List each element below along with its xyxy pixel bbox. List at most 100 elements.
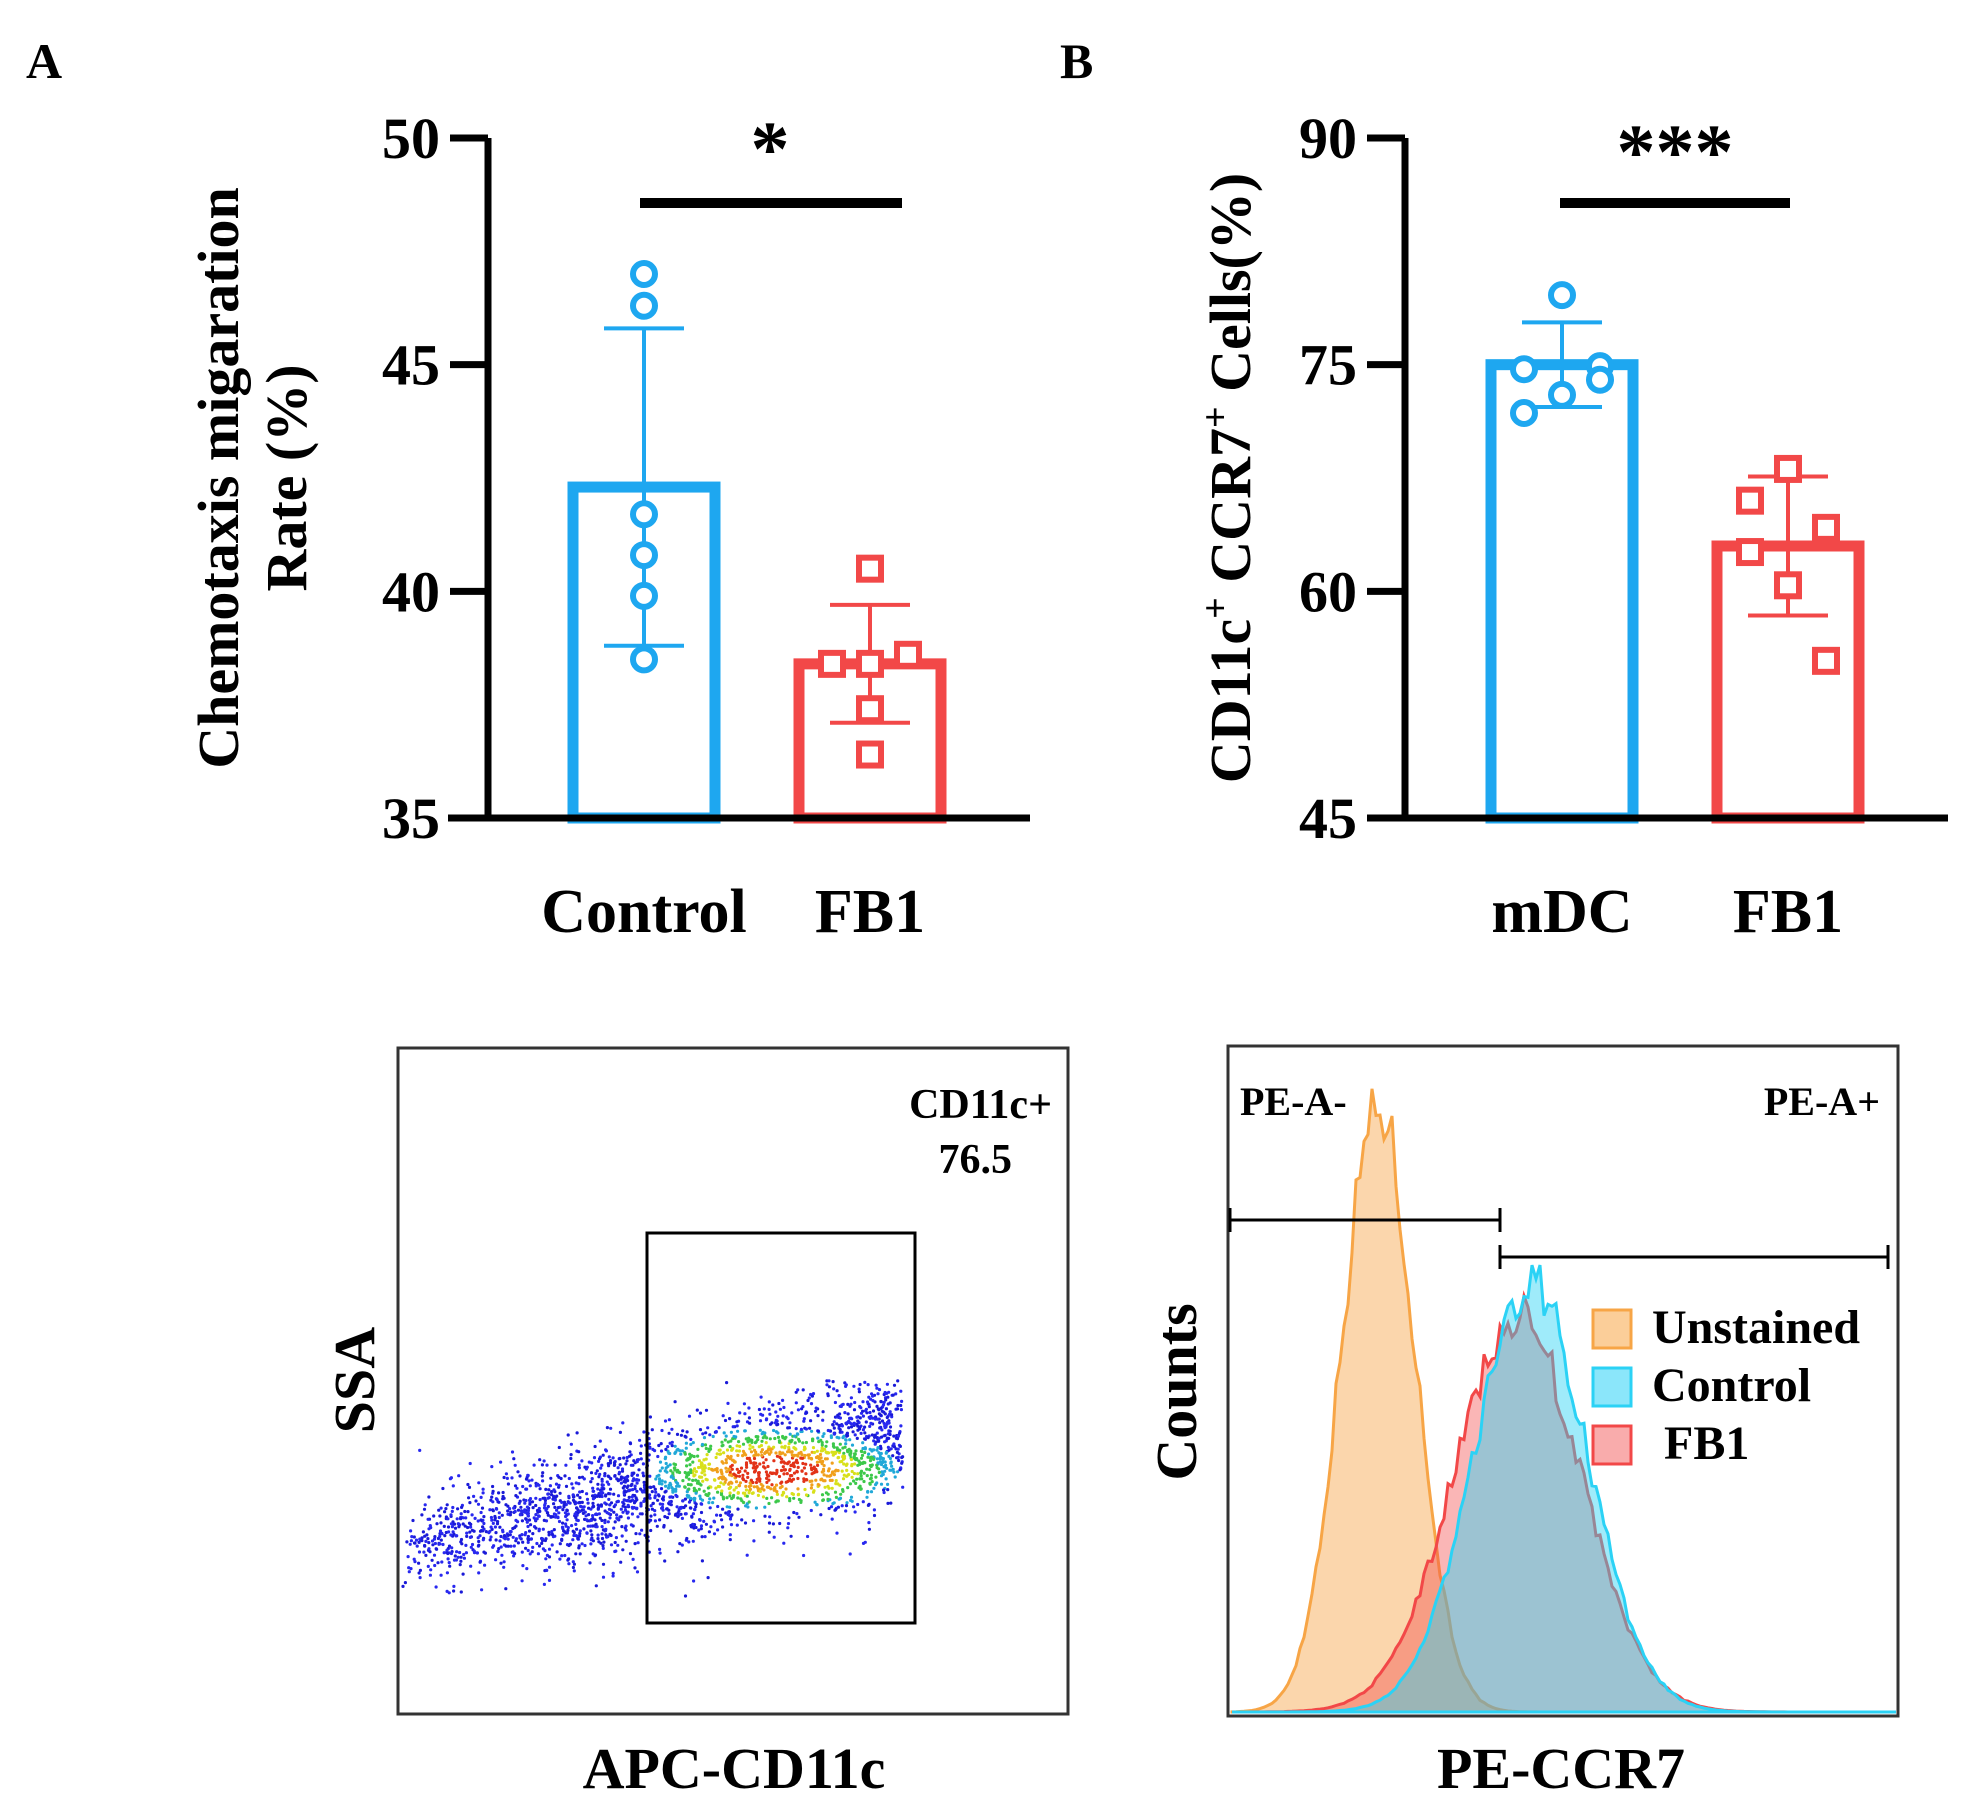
scatter-point <box>634 1532 638 1536</box>
scatter-point <box>766 1474 770 1478</box>
scatter-point <box>772 1459 776 1463</box>
scatter-point <box>702 1519 706 1523</box>
scatter-point <box>432 1514 436 1518</box>
scatter-point <box>663 1419 668 1423</box>
scatter-point <box>850 1443 855 1447</box>
scatter-point <box>797 1437 801 1441</box>
scatter-point <box>727 1468 731 1472</box>
scatter-point <box>526 1540 530 1544</box>
scatter-point <box>698 1411 703 1415</box>
scatter-point <box>624 1528 628 1532</box>
scatter-point <box>863 1437 868 1441</box>
scatter-point <box>767 1447 772 1451</box>
scatter-point <box>859 1474 863 1478</box>
scatter-point <box>732 1488 736 1492</box>
scatter-point <box>816 1463 820 1467</box>
scatter-point <box>760 1439 764 1443</box>
data-point <box>630 500 658 529</box>
scatter-point <box>469 1545 473 1549</box>
scatter-point <box>868 1416 872 1420</box>
scatter-point <box>892 1383 897 1387</box>
scatter-point <box>625 1476 629 1480</box>
scatter-point <box>639 1444 643 1448</box>
scatter-point <box>729 1523 734 1527</box>
scatter-point <box>558 1505 562 1509</box>
scatter-point <box>689 1523 693 1528</box>
scatter-point <box>554 1482 559 1486</box>
data-point <box>1736 486 1764 515</box>
scatter-point <box>561 1526 565 1531</box>
scatter-point <box>808 1479 812 1483</box>
scatter-point <box>758 1479 762 1483</box>
scatter-point <box>560 1500 564 1504</box>
scatter-point <box>825 1383 829 1387</box>
scatter-point <box>584 1514 588 1518</box>
scatter-point <box>868 1424 872 1428</box>
scatter-point <box>578 1496 582 1500</box>
scatter-point <box>626 1479 630 1483</box>
scatter-point <box>774 1451 778 1455</box>
scatter-point <box>575 1431 579 1435</box>
scatter-point <box>601 1483 605 1487</box>
scatter-point <box>752 1456 757 1461</box>
scatter-point <box>677 1484 681 1488</box>
scatter-point <box>848 1482 853 1486</box>
scatter-point <box>501 1490 505 1495</box>
scatter-point <box>848 1438 852 1442</box>
scatter-point <box>863 1431 867 1435</box>
scatter-point <box>611 1571 615 1575</box>
scatter-point <box>430 1558 434 1562</box>
scatter-point <box>709 1525 713 1529</box>
scatter-point <box>608 1532 612 1536</box>
scatter-point <box>417 1550 422 1554</box>
scatter-point <box>888 1429 892 1433</box>
scatter-point <box>571 1538 575 1542</box>
scatter-point <box>809 1486 814 1490</box>
scatter-point <box>774 1500 778 1504</box>
scatter-point <box>804 1472 808 1476</box>
scatter-point <box>533 1518 538 1522</box>
scatter-point <box>603 1472 607 1476</box>
scatter-point <box>775 1470 779 1474</box>
scatter-point <box>831 1502 835 1506</box>
scatter-point <box>664 1447 668 1451</box>
scatter-point <box>767 1530 771 1534</box>
scatter-point <box>888 1401 892 1405</box>
scatter-point <box>742 1451 746 1455</box>
scatter-point <box>675 1432 680 1436</box>
scatter-point <box>885 1422 889 1426</box>
scatter-point <box>756 1493 761 1497</box>
scatter-point <box>776 1435 781 1439</box>
scatter-point <box>839 1492 843 1496</box>
scatter-point <box>596 1482 600 1486</box>
scatter-point <box>729 1439 733 1443</box>
scatter-point <box>460 1542 464 1546</box>
scatter-point <box>861 1500 865 1504</box>
y-title-c: SSA <box>322 1327 387 1434</box>
scatter-point <box>502 1534 507 1538</box>
scatter-point <box>706 1486 711 1490</box>
scatter-point <box>723 1418 728 1423</box>
scatter-point <box>859 1456 864 1460</box>
scatter-point <box>735 1444 739 1448</box>
scatter-point <box>726 1511 730 1515</box>
scatter-point <box>673 1463 678 1467</box>
scatter-point <box>524 1498 528 1503</box>
scatter-point <box>884 1407 889 1411</box>
scatter-point <box>704 1522 709 1526</box>
scatter-point <box>884 1477 888 1481</box>
scatter-point <box>699 1510 704 1515</box>
scatter-point <box>660 1428 664 1433</box>
scatter-point <box>840 1430 844 1434</box>
scatter-point <box>830 1478 834 1482</box>
scatter-point <box>747 1406 751 1410</box>
scatter-point <box>418 1576 422 1580</box>
scatter-point <box>832 1426 836 1430</box>
scatter-point <box>543 1496 547 1500</box>
scatter-point <box>446 1517 450 1521</box>
scatter-point <box>697 1459 702 1463</box>
scatter-point <box>608 1516 612 1520</box>
scatter-point <box>477 1481 481 1485</box>
scatter-point <box>572 1562 577 1566</box>
scatter-point <box>778 1407 783 1411</box>
